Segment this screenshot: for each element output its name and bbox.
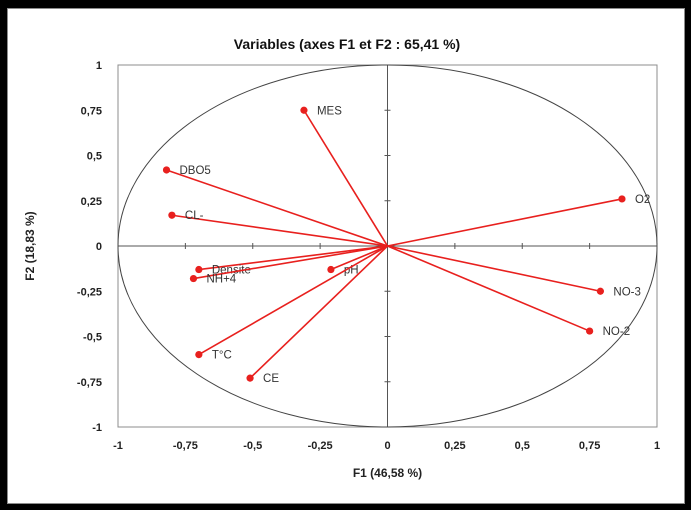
point-label-t-c: T°C bbox=[212, 350, 232, 362]
y-tick-label: -1 bbox=[92, 422, 102, 434]
point-label-ph: pH bbox=[344, 265, 359, 277]
correlation-circle-chart: Variables (axes F1 et F2 : 65,41 %) MES D… bbox=[23, 36, 660, 480]
point-label-no-3: NO-3 bbox=[613, 286, 640, 298]
vector-ph bbox=[330, 245, 388, 271]
point-t-c bbox=[195, 351, 203, 359]
x-tick-label: -1 bbox=[113, 440, 123, 452]
point-cl bbox=[168, 211, 176, 219]
vector-cl bbox=[171, 214, 388, 247]
point-label-mes: MES bbox=[317, 105, 342, 117]
vector-t-c bbox=[198, 245, 388, 356]
x-tick-label: -0,25 bbox=[308, 440, 333, 452]
point-no-2 bbox=[586, 327, 594, 335]
point-label-nh-4: NH+4 bbox=[206, 274, 236, 286]
vector-no-3 bbox=[387, 245, 601, 293]
y-tick-label: 0,25 bbox=[81, 196, 102, 208]
y-tick-label: 0,5 bbox=[87, 151, 102, 163]
vector-densite bbox=[198, 245, 388, 271]
point-mes bbox=[300, 106, 308, 114]
point-ce bbox=[246, 374, 254, 382]
point-label-ce: CE bbox=[263, 373, 279, 385]
y-tick-label: 0,75 bbox=[81, 105, 102, 117]
unit-circle bbox=[117, 64, 658, 428]
y-tick-label: 1 bbox=[96, 60, 102, 72]
point-densite bbox=[195, 265, 203, 274]
y-tick-label: -0,5 bbox=[83, 332, 102, 344]
point-no-3 bbox=[596, 287, 605, 295]
point-label-no-2: NO-2 bbox=[603, 326, 630, 338]
vector-mes bbox=[303, 109, 389, 247]
vector-o2 bbox=[387, 198, 623, 247]
x-tick-label: 1 bbox=[654, 440, 660, 452]
vector-ce bbox=[249, 245, 389, 379]
x-axis-title: F1 (46,58 %) bbox=[353, 466, 422, 480]
point-label-cl: CL- bbox=[185, 210, 204, 222]
point-label-dbo5: DBO5 bbox=[180, 165, 211, 177]
y-tick-label: -0,25 bbox=[77, 286, 102, 298]
tick-labels: -1 -0,75 -0,5 -0,25 0 0,25 0,5 0,75 1 -1 -0,75 -0,5… bbox=[77, 60, 660, 452]
x-tick-label: -0,5 bbox=[243, 440, 262, 452]
x-tick-label: 0,5 bbox=[515, 440, 530, 452]
x-tick-label: 0,75 bbox=[579, 440, 600, 452]
x-tick-label: -0,75 bbox=[173, 440, 198, 452]
x-tick-label: 0,25 bbox=[444, 440, 465, 452]
vector-nh-4 bbox=[193, 245, 388, 280]
y-tick-label: -0,75 bbox=[77, 377, 102, 389]
point-ph bbox=[327, 265, 335, 274]
vector-no-2 bbox=[387, 245, 590, 332]
point-label-o2: O2 bbox=[635, 194, 650, 206]
y-tick-label: 0 bbox=[96, 241, 102, 253]
point-o2 bbox=[618, 195, 626, 203]
vector-dbo5 bbox=[166, 169, 388, 247]
point-dbo5 bbox=[162, 166, 171, 174]
chart-title: Variables (axes F1 et F2 : 65,41 %) bbox=[234, 36, 460, 52]
chart-frame: Variables (axes F1 et F2 : 65,41 %) MES D… bbox=[7, 8, 685, 504]
x-tick-label: 0 bbox=[384, 440, 390, 452]
point-nh-4 bbox=[189, 274, 198, 283]
y-axis-title: F2 (18,83 %) bbox=[23, 211, 37, 280]
